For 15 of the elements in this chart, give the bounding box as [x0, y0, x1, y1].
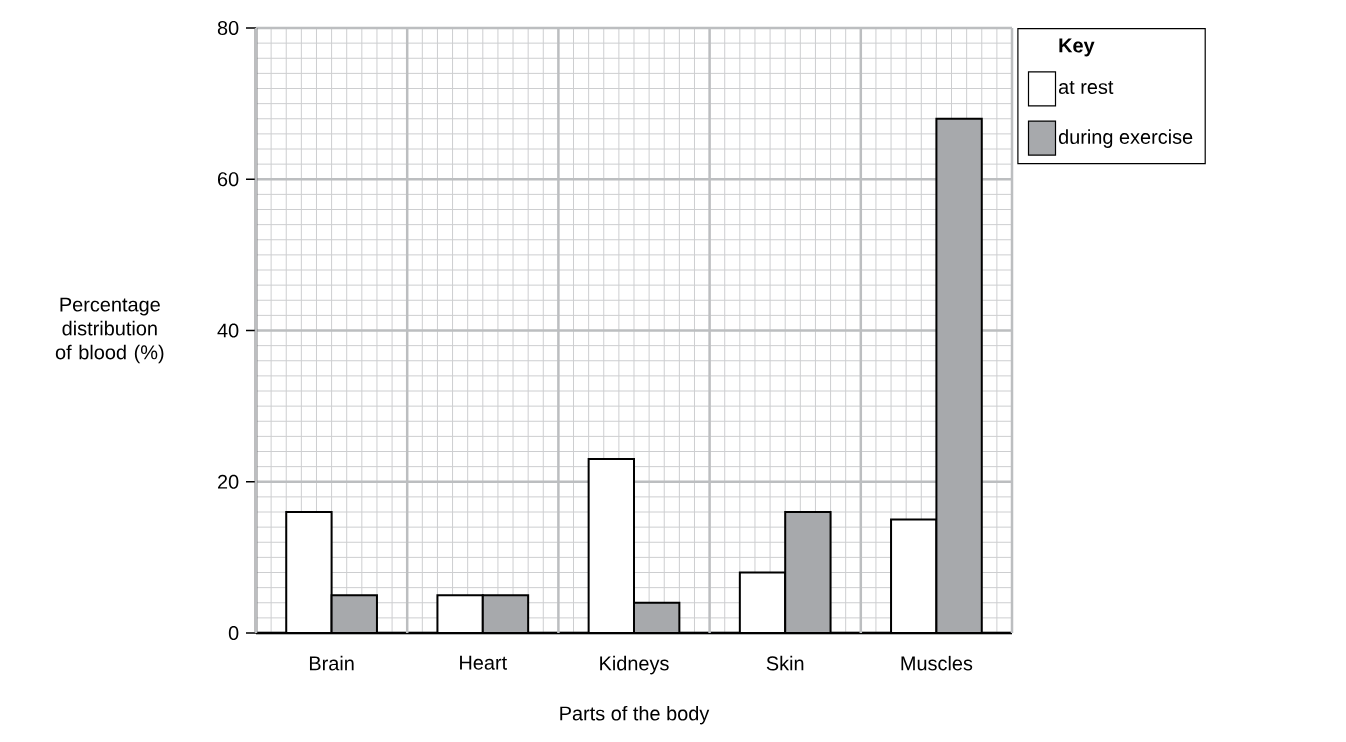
y-tick-label: 20 [217, 474, 239, 489]
x-axis-title: Parts of the body [560, 705, 710, 725]
y-tick-label: 80 [217, 20, 239, 36]
y-tick-label: 40 [217, 323, 239, 338]
x-tick-label: Skin [766, 655, 804, 671]
legend-label: at rest [1058, 80, 1114, 95]
legend-label: during exercise [1058, 129, 1193, 148]
x-tick-label: Kidneys [600, 655, 669, 675]
legend-title: Key [1059, 38, 1095, 57]
y-tick-label: 0 [228, 625, 239, 641]
x-tick-label: Brain [309, 655, 354, 671]
x-tick-label: Muscles [901, 655, 973, 671]
y-axis-title: Percentage distribution of blood (%) [55, 297, 164, 364]
y-tick-label: 60 [218, 172, 239, 187]
x-tick-label: Heart [460, 655, 508, 670]
